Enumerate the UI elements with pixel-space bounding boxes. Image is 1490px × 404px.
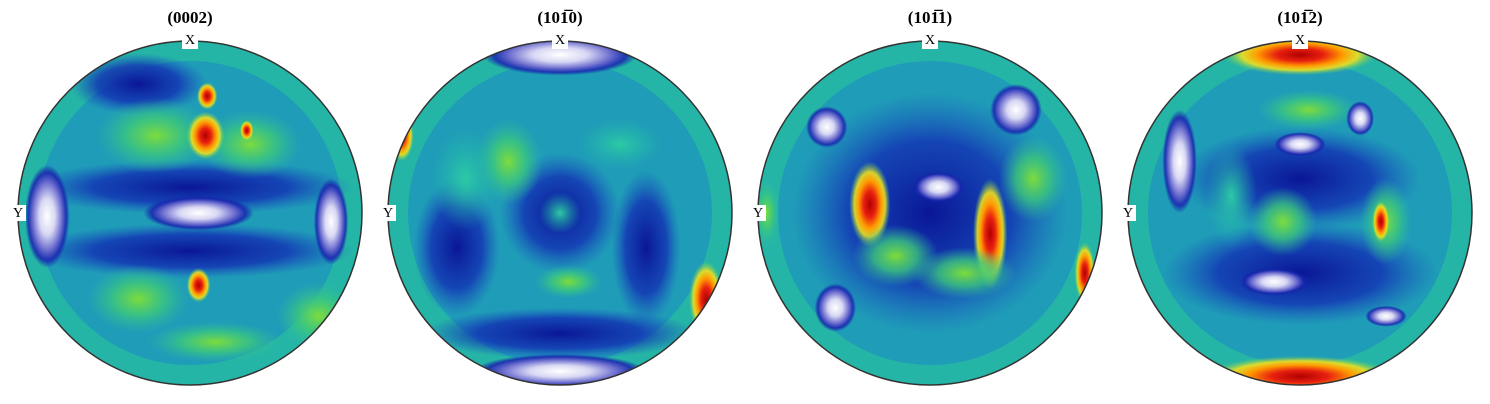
- density-blob: [990, 84, 1042, 136]
- density-blob: [577, 118, 664, 170]
- density-blob: [95, 97, 216, 174]
- density-blob: [1274, 132, 1326, 157]
- figure-title: (0002): [167, 8, 212, 27]
- density-blob: [24, 164, 70, 269]
- density-blob: [86, 264, 190, 334]
- label-bg: [1292, 33, 1308, 49]
- figure-title: (101̅2): [1277, 8, 1322, 27]
- density-blob: [198, 109, 302, 179]
- label-bg: [182, 33, 198, 49]
- density-blob: [474, 354, 646, 385]
- y-axis-label: Y: [753, 206, 763, 221]
- density-blob: [239, 120, 254, 141]
- density-blob: [849, 161, 891, 248]
- density-blob: [611, 170, 681, 325]
- figure-title: (101̅0): [537, 8, 582, 27]
- density-blob: [689, 261, 724, 337]
- density-blob: [186, 268, 211, 303]
- label-bg: [380, 205, 396, 221]
- density-blob: [1365, 305, 1407, 327]
- density-blob: [196, 82, 218, 110]
- density-map: [758, 41, 1102, 385]
- density-blob: [912, 171, 965, 203]
- density-blob: [1162, 109, 1197, 213]
- pole-figure: (101̅0) X Y: [380, 8, 733, 386]
- label-bg: [1120, 205, 1136, 221]
- x-axis-label: X: [1295, 33, 1305, 48]
- density-blob: [1248, 187, 1318, 256]
- density-blob: [1074, 242, 1096, 305]
- y-axis-label: Y: [383, 206, 393, 221]
- density-blob: [431, 127, 500, 231]
- density-blob: [1205, 355, 1395, 385]
- pole-figure: (0002) X Y: [10, 8, 363, 386]
- x-axis-label: X: [185, 33, 195, 48]
- label-bg: [750, 205, 766, 221]
- density-blob: [1205, 144, 1257, 248]
- density-blob: [998, 135, 1068, 222]
- density-blob: [539, 192, 581, 234]
- density-blob: [534, 264, 603, 299]
- y-axis-label: Y: [13, 206, 23, 221]
- density-blob: [814, 283, 857, 332]
- density-map: [1128, 41, 1472, 385]
- density-map: [18, 41, 362, 385]
- density-blob: [26, 223, 354, 279]
- density-blob: [1346, 101, 1374, 136]
- density-blob: [422, 307, 698, 360]
- figure-title: (101̅1): [908, 8, 952, 27]
- density-blob: [147, 321, 285, 363]
- density-blob: [143, 195, 254, 231]
- x-axis-label: X: [555, 33, 565, 48]
- label-bg: [10, 205, 26, 221]
- density-blob: [758, 178, 781, 248]
- density-blob: [313, 178, 349, 265]
- pole-figure: (101̅1) X Y: [750, 8, 1103, 386]
- density-blob: [186, 111, 225, 160]
- density-blob: [389, 109, 414, 162]
- density-blob: [1257, 89, 1361, 131]
- pole-figure: (101̅2) X Y: [1120, 8, 1473, 386]
- density-blob: [806, 106, 848, 148]
- density-blob: [1372, 200, 1390, 243]
- density-blob: [912, 247, 1017, 299]
- y-axis-label: Y: [1123, 206, 1133, 221]
- density-blob: [1239, 268, 1309, 296]
- x-axis-label: X: [925, 33, 935, 48]
- label-bg: [922, 33, 938, 49]
- density-blob: [276, 281, 362, 351]
- density-blob: [852, 225, 939, 287]
- label-bg: [552, 33, 568, 49]
